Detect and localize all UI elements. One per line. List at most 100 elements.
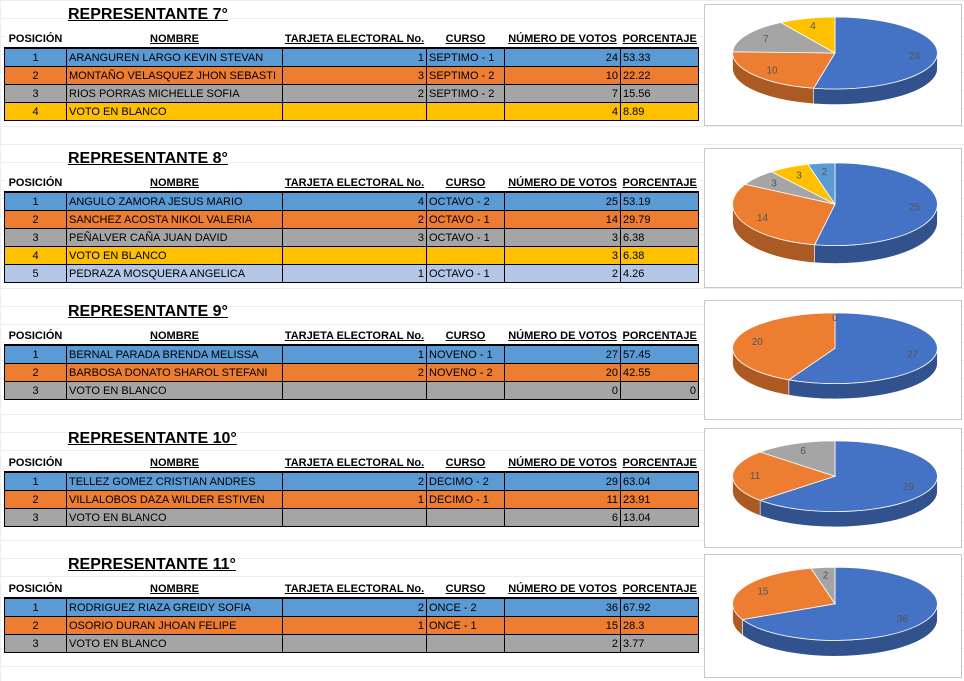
cell-nombre[interactable]: TELLEZ GOMEZ CRISTIAN ANDRES [66,471,283,491]
pie-slice[interactable] [813,16,938,90]
cell-tarjeta[interactable]: 1 [282,616,427,635]
cell-nombre[interactable]: BARBOSA DONATO SHAROL STEFANI [66,363,283,382]
cell-nombre[interactable]: VOTO EN BLANCO [66,508,283,527]
cell-curso[interactable]: SEPTIMO - 1 [426,47,505,67]
cell-votos[interactable]: 3 [504,246,621,265]
cell-curso[interactable]: SEPTIMO - 2 [426,84,505,103]
cell-curso[interactable]: ONCE - 2 [426,597,505,617]
cell-pos[interactable]: 1 [4,191,67,211]
table-row[interactable]: 3 VOTO EN BLANCO 2 3.77 [4,634,699,653]
cell-porcentaje[interactable]: 15.56 [620,84,699,103]
cell-votos[interactable]: 6 [504,508,621,527]
cell-curso[interactable]: DECIMO - 1 [426,490,505,509]
cell-porcentaje[interactable]: 23.91 [620,490,699,509]
table-row[interactable]: 1 ARANGUREN LARGO KEVIN STEVAN 1 SEPTIMO - … [4,47,699,67]
cell-nombre[interactable]: ARANGUREN LARGO KEVIN STEVAN [66,47,283,67]
table-row[interactable]: 1 RODRIGUEZ RIAZA GREIDY SOFIA 2 ONCE - 2 36… [4,597,699,617]
cell-pos[interactable]: 2 [4,210,67,229]
cell-nombre[interactable]: RIOS PORRAS MICHELLE SOFIA [66,84,283,103]
cell-nombre[interactable]: OSORIO DURAN JHOAN FELIPE [66,616,283,635]
cell-curso[interactable] [426,381,505,400]
cell-votos[interactable]: 7 [504,84,621,103]
cell-nombre[interactable]: PEDRAZA MOSQUERA ANGELICA [66,264,283,283]
cell-pos[interactable]: 2 [4,66,67,85]
cell-nombre[interactable]: PEÑALVER CAÑA JUAN DAVID [66,228,283,247]
cell-tarjeta[interactable]: 2 [282,597,427,617]
cell-curso[interactable] [426,508,505,527]
cell-curso[interactable]: DECIMO - 2 [426,471,505,491]
cell-pos[interactable]: 3 [4,508,67,527]
cell-porcentaje[interactable]: 63.04 [620,471,699,491]
pie-chart[interactable]: 29 11 6 [704,428,962,548]
cell-pos[interactable]: 3 [4,84,67,103]
cell-votos[interactable]: 3 [504,228,621,247]
cell-nombre[interactable]: SANCHEZ ACOSTA NIKOL VALERIA [66,210,283,229]
cell-tarjeta[interactable]: 2 [282,363,427,382]
cell-curso[interactable]: NOVENO - 1 [426,344,505,364]
cell-porcentaje[interactable]: 29.79 [620,210,699,229]
cell-tarjeta[interactable]: 2 [282,210,427,229]
cell-porcentaje[interactable]: 28.3 [620,616,699,635]
cell-porcentaje[interactable]: 22.22 [620,66,699,85]
pie-slice[interactable] [758,440,938,512]
cell-nombre[interactable]: VOTO EN BLANCO [66,246,283,265]
cell-pos[interactable]: 1 [4,47,67,67]
cell-tarjeta[interactable] [282,634,427,653]
cell-porcentaje[interactable]: 3.77 [620,634,699,653]
cell-tarjeta[interactable]: 1 [282,264,427,283]
pie-slice[interactable] [732,451,837,501]
cell-pos[interactable]: 1 [4,344,67,364]
cell-votos[interactable]: 25 [504,191,621,211]
cell-tarjeta[interactable]: 3 [282,66,427,85]
cell-pos[interactable]: 3 [4,634,67,653]
cell-votos[interactable]: 27 [504,344,621,364]
pie-slice[interactable] [810,566,836,606]
pie-slice[interactable] [807,162,836,206]
cell-curso[interactable]: ONCE - 1 [426,616,505,635]
cell-porcentaje[interactable]: 13.04 [620,508,699,527]
table-row[interactable]: 3 VOTO EN BLANCO 6 13.04 [4,508,699,527]
cell-votos[interactable]: 10 [504,66,621,85]
pie-slice[interactable] [732,312,836,381]
table-row[interactable]: 2 SANCHEZ ACOSTA NIKOL VALERIA 2 OCTAVO - 1… [4,210,699,229]
cell-curso[interactable]: OCTAVO - 1 [426,210,505,229]
cell-pos[interactable]: 3 [4,381,67,400]
table-row[interactable]: 2 BARBOSA DONATO SHAROL STEFANI 2 NOVENO - … [4,363,699,382]
table-row[interactable]: 1 BERNAL PARADA BRENDA MELISSA 1 NOVENO - 1… [4,344,699,364]
cell-votos[interactable]: 24 [504,47,621,67]
cell-curso[interactable] [426,246,505,265]
cell-tarjeta[interactable] [282,381,427,400]
cell-pos[interactable]: 2 [4,616,67,635]
cell-nombre[interactable]: VOTO EN BLANCO [66,102,283,121]
cell-porcentaje[interactable]: 6.38 [620,246,699,265]
cell-pos[interactable]: 4 [4,246,67,265]
cell-votos[interactable]: 29 [504,471,621,491]
pie-slice[interactable] [732,22,836,54]
cell-porcentaje[interactable]: 8.89 [620,102,699,121]
cell-votos[interactable]: 4 [504,102,621,121]
cell-porcentaje[interactable]: 57.45 [620,344,699,364]
cell-tarjeta[interactable] [282,102,427,121]
cell-porcentaje[interactable]: 53.19 [620,191,699,211]
cell-votos[interactable]: 20 [504,363,621,382]
cell-porcentaje[interactable]: 42.55 [620,363,699,382]
cell-pos[interactable]: 1 [4,597,67,617]
pie-slice[interactable] [732,51,836,89]
cell-curso[interactable]: OCTAVO - 1 [426,264,505,283]
cell-curso[interactable] [426,634,505,653]
pie-slice[interactable] [741,566,938,641]
table-row[interactable]: 1 TELLEZ GOMEZ CRISTIAN ANDRES 2 DECIMO - 2… [4,471,699,491]
table-row[interactable]: 5 PEDRAZA MOSQUERA ANGELICA 1 OCTAVO - 1 2 4.… [4,264,699,283]
cell-tarjeta[interactable]: 3 [282,228,427,247]
pie-slice[interactable] [732,183,836,246]
cell-curso[interactable]: SEPTIMO - 2 [426,66,505,85]
cell-curso[interactable]: OCTAVO - 2 [426,191,505,211]
cell-votos[interactable]: 0 [504,381,621,400]
cell-tarjeta[interactable] [282,246,427,265]
cell-pos[interactable]: 1 [4,471,67,491]
cell-votos[interactable]: 36 [504,597,621,617]
pie-chart[interactable]: 25 14 3 3 2 [704,148,962,288]
cell-votos[interactable]: 14 [504,210,621,229]
cell-tarjeta[interactable]: 2 [282,84,427,103]
